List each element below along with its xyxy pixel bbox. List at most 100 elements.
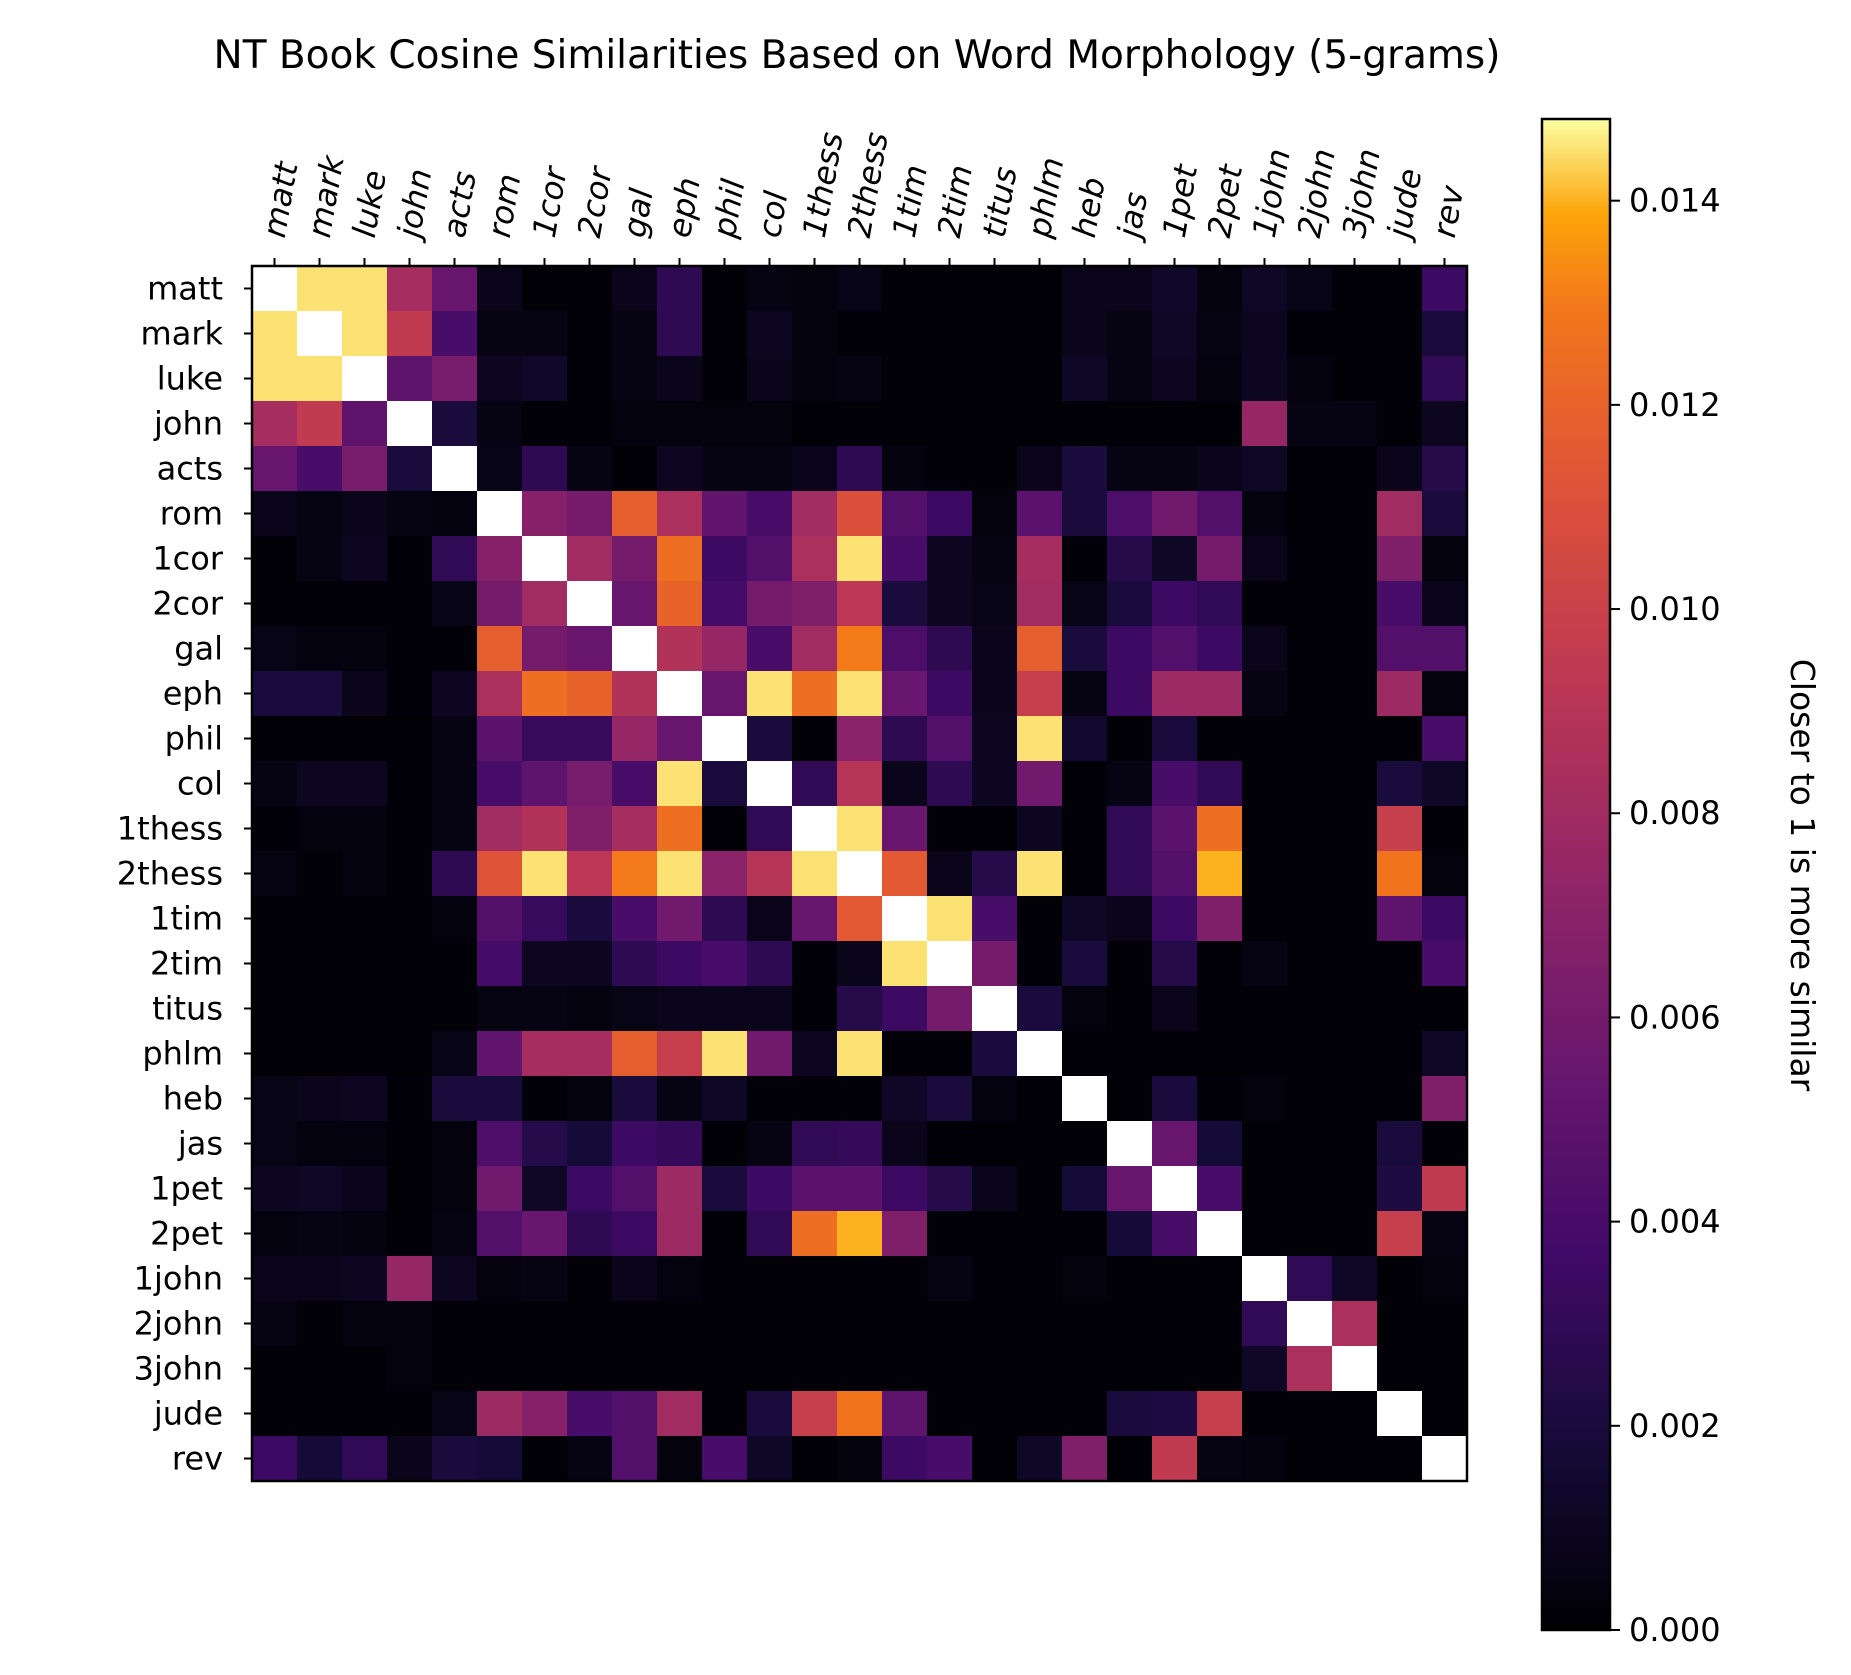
heatmap-cell	[972, 266, 1018, 312]
heatmap-cell	[747, 626, 793, 672]
y-tick-label: 3john	[134, 1350, 223, 1388]
heatmap-cell	[612, 536, 658, 582]
heatmap-cell	[837, 1346, 883, 1392]
heatmap-cell	[927, 1391, 973, 1437]
heatmap-cell	[522, 1211, 568, 1257]
heatmap-cell	[1152, 671, 1198, 717]
heatmap-cell	[702, 446, 748, 492]
heatmap-cell	[972, 896, 1018, 942]
heatmap-cell	[432, 671, 478, 717]
heatmap-cell	[1332, 536, 1378, 582]
colorbar	[1540, 117, 1612, 1632]
heatmap-cell	[657, 446, 703, 492]
heatmap-cell	[882, 1256, 928, 1302]
heatmap-cell	[837, 806, 883, 852]
heatmap-cell	[972, 491, 1018, 537]
heatmap-cell	[387, 941, 433, 987]
y-tick-label: jas	[177, 1125, 223, 1163]
heatmap-cell	[432, 896, 478, 942]
heatmap-cell	[747, 356, 793, 402]
heatmap-cell	[522, 1256, 568, 1302]
heatmap-cell	[657, 401, 703, 447]
heatmap-cell	[657, 1346, 703, 1392]
heatmap-cell	[1422, 266, 1468, 312]
heatmap-cell	[837, 1391, 883, 1437]
y-tick-label: 1tim	[150, 900, 223, 938]
heatmap-cell	[477, 626, 523, 672]
heatmap-cell	[1062, 626, 1108, 672]
heatmap-cell	[342, 716, 388, 762]
heatmap-cell	[792, 986, 838, 1032]
heatmap-cell	[1332, 266, 1378, 312]
heatmap-cell	[927, 266, 973, 312]
heatmap-cell	[747, 1076, 793, 1122]
heatmap-cell	[702, 491, 748, 537]
y-tick-label: rev	[172, 1440, 223, 1478]
heatmap-cell	[1287, 536, 1333, 582]
heatmap-cell	[1287, 851, 1333, 897]
heatmap-cell	[837, 941, 883, 987]
heatmap-cell	[612, 1436, 658, 1482]
heatmap-cell	[297, 356, 343, 402]
heatmap-cell	[1422, 1436, 1468, 1482]
heatmap-cell	[1377, 941, 1423, 987]
heatmap-cell	[1332, 671, 1378, 717]
heatmap-cell	[342, 806, 388, 852]
heatmap-cell	[1197, 896, 1243, 942]
heatmap-cell	[747, 266, 793, 312]
heatmap-cell	[342, 626, 388, 672]
heatmap-cell	[297, 941, 343, 987]
heatmap-cell	[387, 806, 433, 852]
heatmap-cell	[387, 401, 433, 447]
heatmap-cell	[477, 1121, 523, 1167]
heatmap-cell	[837, 1076, 883, 1122]
heatmap-cell	[432, 311, 478, 357]
heatmap-cell	[477, 1256, 523, 1302]
heatmap-cell	[792, 1211, 838, 1257]
colorbar-label: Closer to 1 is more similar	[1783, 659, 1822, 1092]
heatmap-cell	[1377, 716, 1423, 762]
heatmap-cell	[657, 941, 703, 987]
heatmap-cell	[1332, 581, 1378, 627]
heatmap-cell	[252, 806, 298, 852]
heatmap-cell	[297, 671, 343, 717]
heatmap-cell	[1422, 761, 1468, 807]
heatmap-cell	[1017, 626, 1063, 672]
heatmap-cell	[972, 581, 1018, 627]
heatmap-cell	[702, 1256, 748, 1302]
heatmap-cell	[1062, 716, 1108, 762]
heatmap-cell	[432, 806, 478, 852]
heatmap-cell	[522, 1346, 568, 1392]
heatmap-cell	[297, 761, 343, 807]
y-tick-label: matt	[147, 270, 223, 308]
x-tick-label: jude	[1379, 166, 1429, 245]
heatmap-cell	[612, 1211, 658, 1257]
heatmap-cell	[792, 581, 838, 627]
heatmap-cell	[567, 311, 613, 357]
heatmap-cell	[1422, 536, 1468, 582]
heatmap-cell	[1062, 1436, 1108, 1482]
heatmap-cell	[837, 356, 883, 402]
heatmap-cell	[1107, 1166, 1153, 1212]
heatmap-cell	[792, 806, 838, 852]
heatmap-cell	[567, 266, 613, 312]
heatmap-cell	[1332, 716, 1378, 762]
heatmap-cell	[1332, 356, 1378, 402]
heatmap-cell	[882, 581, 928, 627]
heatmap-cell	[1287, 986, 1333, 1032]
heatmap-cell	[387, 1256, 433, 1302]
heatmap-cell	[927, 716, 973, 762]
heatmap-cell	[1062, 536, 1108, 582]
heatmap-cell	[1242, 1031, 1288, 1077]
heatmap-cell	[1377, 1076, 1423, 1122]
x-tick-label: phil	[705, 176, 753, 241]
heatmap-cell	[1377, 536, 1423, 582]
heatmap-cell	[1017, 1256, 1063, 1302]
heatmap-cell	[1422, 1031, 1468, 1077]
heatmap-cell	[1332, 896, 1378, 942]
heatmap-cell	[972, 986, 1018, 1032]
heatmap-cell	[702, 266, 748, 312]
heatmap-cell	[477, 986, 523, 1032]
heatmap-cell	[252, 716, 298, 762]
heatmap-cell	[567, 986, 613, 1032]
